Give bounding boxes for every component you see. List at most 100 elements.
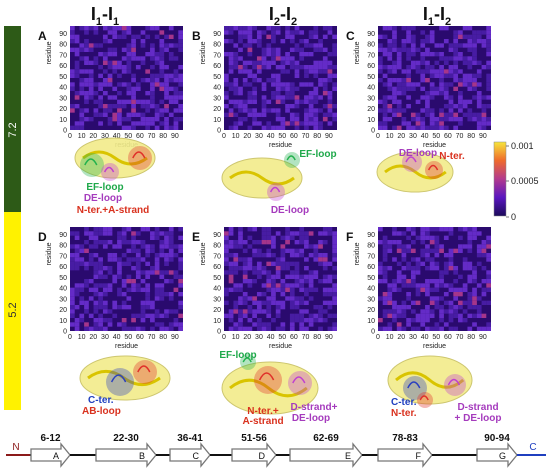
x-axis-label: residue — [269, 142, 292, 149]
protein-cartoon — [384, 164, 447, 180]
x-tick-label: 50 — [278, 133, 286, 140]
heatmap-cell — [425, 69, 430, 74]
heatmap-cell — [150, 65, 155, 70]
heatmap-cell — [117, 60, 122, 65]
heatmap-cell — [112, 253, 118, 258]
region-trace — [286, 155, 296, 161]
heatmap-cell — [252, 112, 257, 117]
y-tick-label: 80 — [213, 243, 221, 250]
heatmap-cell — [458, 78, 463, 83]
heatmap-cell — [117, 112, 122, 117]
heatmap-cell — [448, 266, 454, 271]
region-trace — [84, 158, 98, 166]
heatmap-cell — [126, 117, 132, 122]
heatmap-cell — [448, 257, 454, 262]
heatmap-cell — [382, 34, 388, 39]
heatmap-cell — [378, 43, 383, 48]
heatmap-cell — [429, 300, 435, 305]
heatmap-cell — [458, 274, 463, 279]
heatmap-cell — [140, 104, 146, 109]
heatmap-cell — [387, 52, 393, 57]
heatmap-cell — [261, 309, 267, 314]
heatmap-cell — [74, 322, 80, 327]
heatmap-cell — [448, 305, 454, 310]
heatmap-cell — [252, 248, 257, 253]
strand-arrow-a — [30, 442, 71, 468]
heatmap-cell — [467, 78, 473, 83]
heatmap-cell — [228, 82, 234, 87]
heatmap-cell — [425, 248, 430, 253]
heatmap-cell — [102, 60, 108, 65]
heatmap-cell — [410, 270, 416, 275]
heatmap-cell — [98, 73, 103, 78]
heatmap-cell — [396, 287, 402, 292]
heatmap-cell — [448, 104, 454, 109]
heatmap-cell — [228, 69, 234, 74]
x-tick-label: 90 — [479, 133, 487, 140]
region-trace — [407, 381, 421, 389]
heatmap-cell — [410, 60, 416, 65]
heatmap-cell — [256, 274, 262, 279]
heatmap-cell — [443, 56, 449, 61]
heatmap-cell — [443, 125, 449, 130]
heatmap-cell — [462, 318, 468, 323]
heatmap-cell — [178, 34, 183, 39]
heatmap-cell — [401, 248, 407, 253]
y-tick-label: 90 — [213, 31, 221, 38]
heatmap-cell — [387, 266, 393, 271]
heatmap-cell — [318, 240, 323, 245]
heatmap-cell — [434, 240, 440, 245]
heatmap-cell — [294, 313, 300, 318]
heatmap-cell — [131, 99, 136, 104]
heatmap-cell — [238, 30, 243, 35]
heatmap-cell — [145, 270, 151, 275]
heatmap-cell — [406, 34, 411, 39]
heatmap-cell — [280, 261, 286, 266]
heatmap-cell — [294, 95, 300, 100]
heatmap-cell — [294, 60, 300, 65]
heatmap-cell — [476, 283, 482, 288]
y-tick-label: 50 — [213, 275, 221, 282]
heatmap-cell — [164, 73, 169, 78]
heatmap-cell — [299, 39, 305, 44]
y-tick-label: 20 — [59, 106, 67, 113]
heatmap-cell — [285, 240, 290, 245]
heatmap-cell — [448, 65, 454, 70]
heatmap-cell — [448, 253, 454, 258]
heatmap-cell — [434, 287, 440, 292]
x-tick-label: 50 — [124, 133, 132, 140]
y-tick-label: 90 — [59, 232, 67, 239]
x-tick-label: 20 — [397, 133, 405, 140]
heatmap-cell — [271, 56, 276, 61]
heatmap-cell — [228, 274, 234, 279]
heatmap-cell — [467, 108, 473, 113]
heatmap-cell — [481, 240, 487, 245]
heatmap-cell — [382, 248, 388, 253]
heatmap-cell — [164, 104, 169, 109]
heatmap-cell — [458, 34, 463, 39]
heatmap-cell — [406, 104, 411, 109]
heatmap-cell — [318, 309, 323, 314]
heatmap-cell — [107, 30, 113, 35]
heatmap-cell — [242, 69, 248, 74]
heatmap-cell — [392, 65, 397, 70]
heatmap-cell — [178, 47, 183, 52]
heatmap-cell — [429, 240, 435, 245]
heatmap-cell — [178, 235, 183, 240]
x-tick-label: 80 — [159, 133, 167, 140]
y-tick-label: 60 — [213, 63, 221, 70]
heatmap-cell — [93, 235, 99, 240]
heatmap-cell — [131, 248, 136, 253]
heatmap-cell — [458, 104, 463, 109]
heatmap-cell — [425, 257, 430, 262]
heatmap-cell — [476, 60, 482, 65]
heatmap-cell — [93, 270, 99, 275]
heatmap-cell — [280, 244, 286, 249]
y-tick-label: 90 — [367, 31, 375, 38]
heatmap-cell — [382, 104, 388, 109]
heatmap-cell — [261, 270, 267, 275]
heatmap-cell — [308, 95, 314, 100]
heatmap-cell — [415, 99, 421, 104]
heatmap-cell — [425, 283, 430, 288]
heatmap-cell — [228, 240, 234, 245]
